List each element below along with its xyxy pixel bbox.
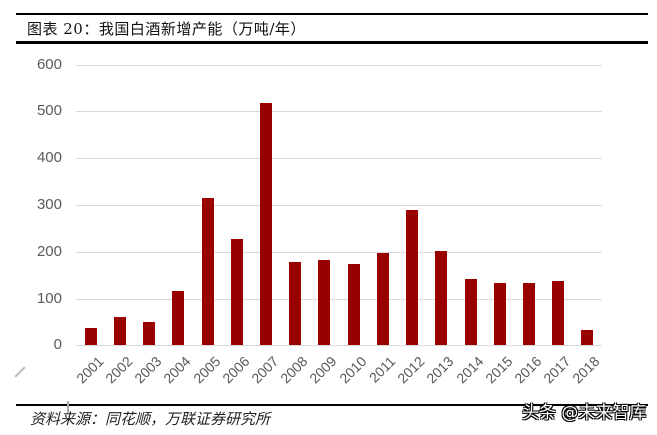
y-tick-label: 600 (36, 56, 62, 73)
y-tick-label: 400 (36, 149, 62, 166)
decorative-tick (67, 401, 69, 413)
x-tick-label: 2005 (189, 353, 223, 387)
x-tick-label: 2015 (481, 353, 516, 387)
y-tick-label: 500 (36, 102, 62, 119)
gridline (76, 252, 602, 253)
watermark: 头条 @未来智库 (522, 403, 647, 423)
bar-2017 (552, 280, 565, 346)
bar-2002 (113, 316, 126, 346)
rule-top (16, 13, 648, 15)
bar-2013 (435, 250, 448, 346)
bar-2007 (259, 102, 272, 346)
gridline (76, 65, 602, 66)
x-tick-label: 2018 (569, 353, 603, 387)
source-note: 资料来源：同花顺，万联证券研究所 (30, 410, 271, 428)
decorative-mark (14, 366, 26, 378)
rule-title-bottom (16, 41, 648, 44)
bar-2008 (289, 261, 302, 346)
x-tick-label: 2009 (306, 353, 340, 387)
y-tick-label: 0 (53, 336, 62, 353)
chart-title: 图表 20：我国白酒新增产能（万吨/年） (27, 20, 306, 38)
bar-2003 (143, 321, 156, 346)
bar-2012 (406, 209, 419, 346)
bar-2010 (347, 263, 360, 346)
bar-2018 (581, 329, 594, 346)
x-tick-label: 2014 (452, 353, 486, 387)
bar-2015 (493, 282, 506, 346)
bar-2014 (464, 278, 477, 346)
x-tick-label: 2013 (423, 353, 457, 387)
y-tick-label: 300 (36, 196, 62, 213)
bar-2011 (376, 252, 389, 346)
bar-2009 (318, 259, 331, 346)
x-tick-label: 2010 (335, 353, 370, 387)
x-tick-label: 2004 (160, 353, 194, 387)
bar-2005 (201, 197, 214, 346)
x-tick-label: 2017 (540, 353, 574, 387)
x-tick-label: 2001 (72, 353, 107, 387)
bar-2006 (230, 238, 243, 346)
x-tick-label: 2008 (277, 353, 311, 387)
x-tick-label: 2012 (394, 353, 428, 387)
gridline (76, 158, 602, 159)
gridline (76, 345, 602, 346)
bar-2004 (172, 290, 185, 346)
rule-bottom (16, 404, 648, 406)
y-tick-label: 100 (36, 290, 62, 307)
y-tick-label: 200 (36, 243, 62, 260)
x-tick-label: 2011 (365, 353, 399, 386)
bar-2001 (84, 327, 97, 346)
x-tick-label: 2003 (131, 353, 165, 387)
gridline (76, 205, 602, 206)
x-tick-label: 2002 (101, 353, 136, 387)
x-tick-label: 2016 (511, 353, 545, 387)
gridline (76, 299, 602, 300)
x-tick-label: 2006 (218, 353, 253, 387)
gridline (76, 111, 602, 112)
x-tick-label: 2007 (248, 353, 282, 387)
bar-2016 (522, 282, 535, 346)
